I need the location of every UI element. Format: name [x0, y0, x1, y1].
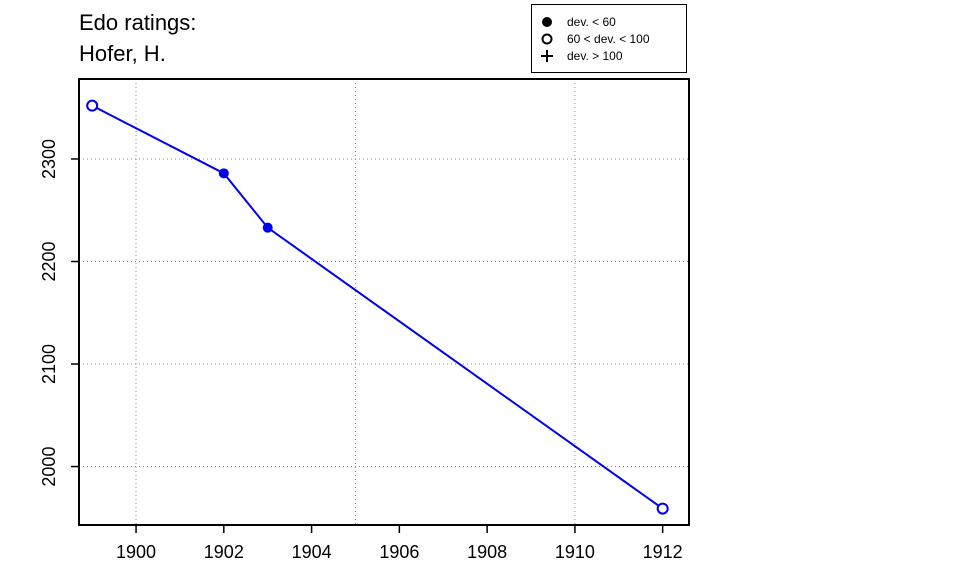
chart-title-line-1: Edo ratings:	[79, 10, 197, 35]
legend-label: 60 < dev. < 100	[567, 32, 650, 46]
x-tick-label: 1910	[555, 542, 595, 562]
legend-label: dev. > 100	[567, 49, 623, 63]
legend-label: dev. < 60	[567, 15, 616, 29]
y-tick-label: 2200	[39, 241, 59, 281]
legend-item-dev-gt-100: dev. > 100	[538, 48, 623, 64]
y-tick-label: 2300	[39, 139, 59, 179]
data-point	[262, 222, 273, 233]
data-point	[656, 502, 669, 515]
plot-frame	[78, 78, 690, 526]
chart-title-line-2: Hofer, H.	[79, 41, 166, 66]
x-tick-label: 1908	[467, 542, 507, 562]
x-tick-label: 1906	[379, 542, 419, 562]
x-tick-label: 1912	[643, 542, 683, 562]
x-tick-label: 1904	[292, 542, 332, 562]
y-tick-label: 2100	[39, 344, 59, 384]
x-tick-label: 1900	[116, 542, 156, 562]
legend-item-dev-60-100: 60 < dev. < 100	[538, 31, 650, 47]
series-line	[91, 104, 664, 510]
filled-circle-icon	[538, 14, 556, 30]
plus-icon	[538, 48, 556, 64]
legend-item-dev-lt-60: dev. < 60	[538, 14, 616, 30]
data-point	[86, 99, 99, 112]
open-circle-icon	[538, 31, 556, 47]
data-point	[218, 168, 229, 179]
legend: dev. < 60 60 < dev. < 100 dev. > 100	[531, 4, 687, 73]
x-tick-label: 1902	[204, 542, 244, 562]
y-tick-label: 2000	[39, 447, 59, 487]
